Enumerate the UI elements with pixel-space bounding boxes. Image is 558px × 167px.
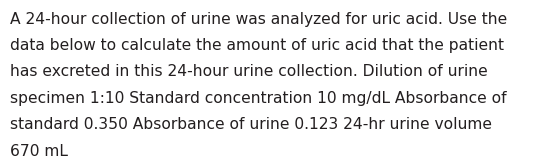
Text: standard 0.350 Absorbance of urine 0.123 24-hr urine volume: standard 0.350 Absorbance of urine 0.123… (10, 117, 492, 132)
Text: specimen 1:10 Standard concentration 10 mg/dL Absorbance of: specimen 1:10 Standard concentration 10 … (10, 91, 507, 106)
Text: data below to calculate the amount of uric acid that the patient: data below to calculate the amount of ur… (10, 38, 504, 53)
Text: 670 mL: 670 mL (10, 144, 68, 159)
Text: has excreted in this 24-hour urine collection. Dilution of urine: has excreted in this 24-hour urine colle… (10, 64, 488, 79)
Text: A 24-hour collection of urine was analyzed for uric acid. Use the: A 24-hour collection of urine was analyz… (10, 12, 507, 27)
